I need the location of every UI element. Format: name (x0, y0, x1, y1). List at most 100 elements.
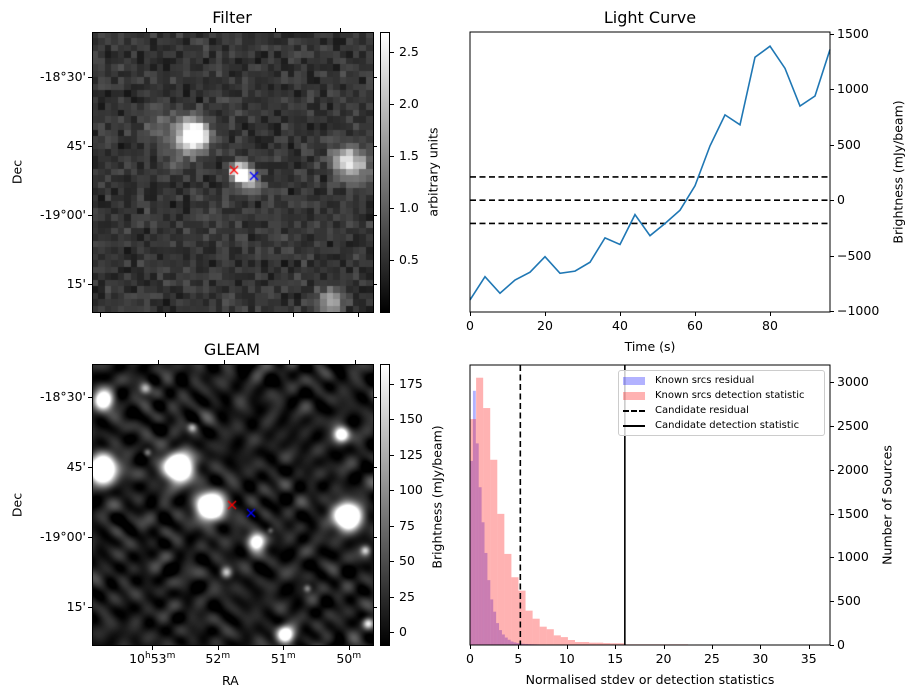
dec-tick-mark (88, 77, 92, 78)
x-tick-mark (663, 645, 665, 649)
y-tick-mark (830, 513, 834, 515)
colorbar-tick-mark (390, 419, 394, 421)
dec-tick-mark (88, 146, 92, 148)
gleam-image (92, 364, 373, 645)
ra-tick-mark (217, 646, 219, 650)
ra-tick-mark (348, 646, 350, 650)
detection-hist-bar (490, 459, 498, 645)
ra-tick-mark (283, 646, 285, 650)
dec-tick-mark (88, 284, 92, 286)
residual-hist-bar (499, 630, 502, 645)
detection-hist-bar (504, 553, 512, 645)
colorbar-tick-mark (390, 51, 394, 53)
colorbar-tick-label: 50 (399, 553, 415, 569)
y-tick-mark (830, 425, 834, 427)
ra-tick-part: m (352, 651, 362, 661)
x-tick-mark (808, 645, 810, 649)
colorbar-tick-mark (390, 561, 394, 563)
filter-colorbar (380, 32, 390, 313)
colorbar-tick-label: 175 (399, 375, 423, 391)
colorbar-tick-mark (390, 103, 394, 105)
ra-tick-mark-bottom (100, 313, 101, 317)
gleam-xlabel: RA (222, 673, 239, 688)
x-tick-label: 0 (466, 318, 474, 333)
detection-hist-bar (546, 629, 554, 645)
residual-hist-bar (525, 643, 529, 645)
colorbar-tick-label: 1.0 (399, 199, 419, 215)
x-tick-mark (615, 645, 617, 649)
detection-hist-bar (575, 642, 583, 645)
colorbar-tick-mark (390, 155, 394, 157)
dec-tick-label: 45' (66, 138, 86, 154)
legend-item-residual: Known srcs residual (619, 373, 754, 388)
y-tick-mark (830, 89, 834, 91)
x-tick-label: 60 (687, 318, 703, 333)
dec-tick-mark (88, 606, 92, 608)
ra-tick-mark-bottom (358, 313, 359, 317)
detection-hist-bar (610, 643, 618, 645)
y-tick-label: −1000 (837, 303, 880, 318)
dec-tick-label: 45' (66, 458, 86, 474)
ra-tick-mark-bottom (229, 313, 230, 317)
dec-tick-mark-right (373, 284, 377, 286)
x-tick-label: 25 (703, 651, 720, 666)
ra-tick-part: 51 (270, 651, 287, 667)
residual-hist-bar (487, 580, 491, 645)
ra-tick-mark (152, 646, 154, 650)
y-tick-mark (830, 601, 834, 603)
residual-hist-bar (522, 643, 526, 645)
residual-hist-bar (475, 443, 479, 645)
filter-title: Filter (212, 8, 252, 27)
x-tick-mark (770, 312, 771, 316)
residual-hist-bar (490, 599, 494, 645)
residual-hist-bar (501, 634, 505, 645)
y-tick-label: 0 (837, 637, 845, 652)
x-tick-label: 40 (612, 318, 628, 333)
y-tick-mark (830, 255, 834, 257)
dec-tick-label: 15' (66, 598, 86, 614)
y-tick-label: 500 (837, 136, 861, 152)
dec-tick-label: -18°30' (39, 69, 86, 84)
x-tick-label: 80 (762, 318, 778, 333)
dec-tick-mark-right (373, 606, 377, 608)
colorbar-tick-label: 125 (399, 446, 423, 462)
x-tick-mark (711, 645, 713, 649)
legend-swatch-red (623, 391, 645, 400)
residual-hist-bar (484, 552, 488, 645)
detection-hist-bar (518, 590, 526, 645)
dec-tick-mark-right (373, 215, 377, 217)
residual-hist-bar (481, 522, 485, 645)
x-tick-label: 20 (655, 651, 672, 666)
y-tick-mark (830, 311, 834, 312)
detection-hist-bar (596, 642, 604, 645)
colorbar-tick-mark (390, 525, 394, 527)
residual-hist-bar (496, 623, 500, 645)
x-tick-mark (545, 312, 546, 316)
colorbar-tick-mark (390, 207, 394, 209)
ra-tick-part: 52 (205, 651, 222, 667)
ra-tick-label: 10h53m (129, 651, 175, 666)
legend-item-candidate-residual: Candidate residual (619, 403, 749, 418)
dec-tick-label: 15' (66, 276, 86, 292)
detection-hist-bar (483, 408, 491, 645)
y-tick-label: 3000 (837, 374, 869, 389)
detection-hist-bar (603, 643, 611, 645)
residual-hist-bar (470, 460, 473, 645)
ra-tick-mark-top (146, 28, 147, 32)
colorbar-tick-mark (390, 454, 394, 456)
y-tick-mark (830, 33, 834, 35)
legend-label: Candidate residual (655, 405, 749, 416)
y-tick-mark (830, 645, 834, 646)
ra-tick-part: 53 (150, 651, 167, 667)
histogram-xlabel: Normalised stdev or detection statistics (525, 672, 775, 687)
dec-tick-mark-right (373, 466, 377, 468)
colorbar-tick-mark (390, 490, 394, 492)
y-tick-label: 2500 (837, 417, 869, 433)
y-tick-label: 1500 (837, 25, 869, 41)
x-tick-label: 30 (752, 651, 769, 666)
detection-hist-bar (511, 577, 519, 645)
y-tick-mark (830, 144, 834, 146)
residual-hist-bar (510, 641, 514, 645)
x-tick-label: 20 (537, 318, 553, 333)
